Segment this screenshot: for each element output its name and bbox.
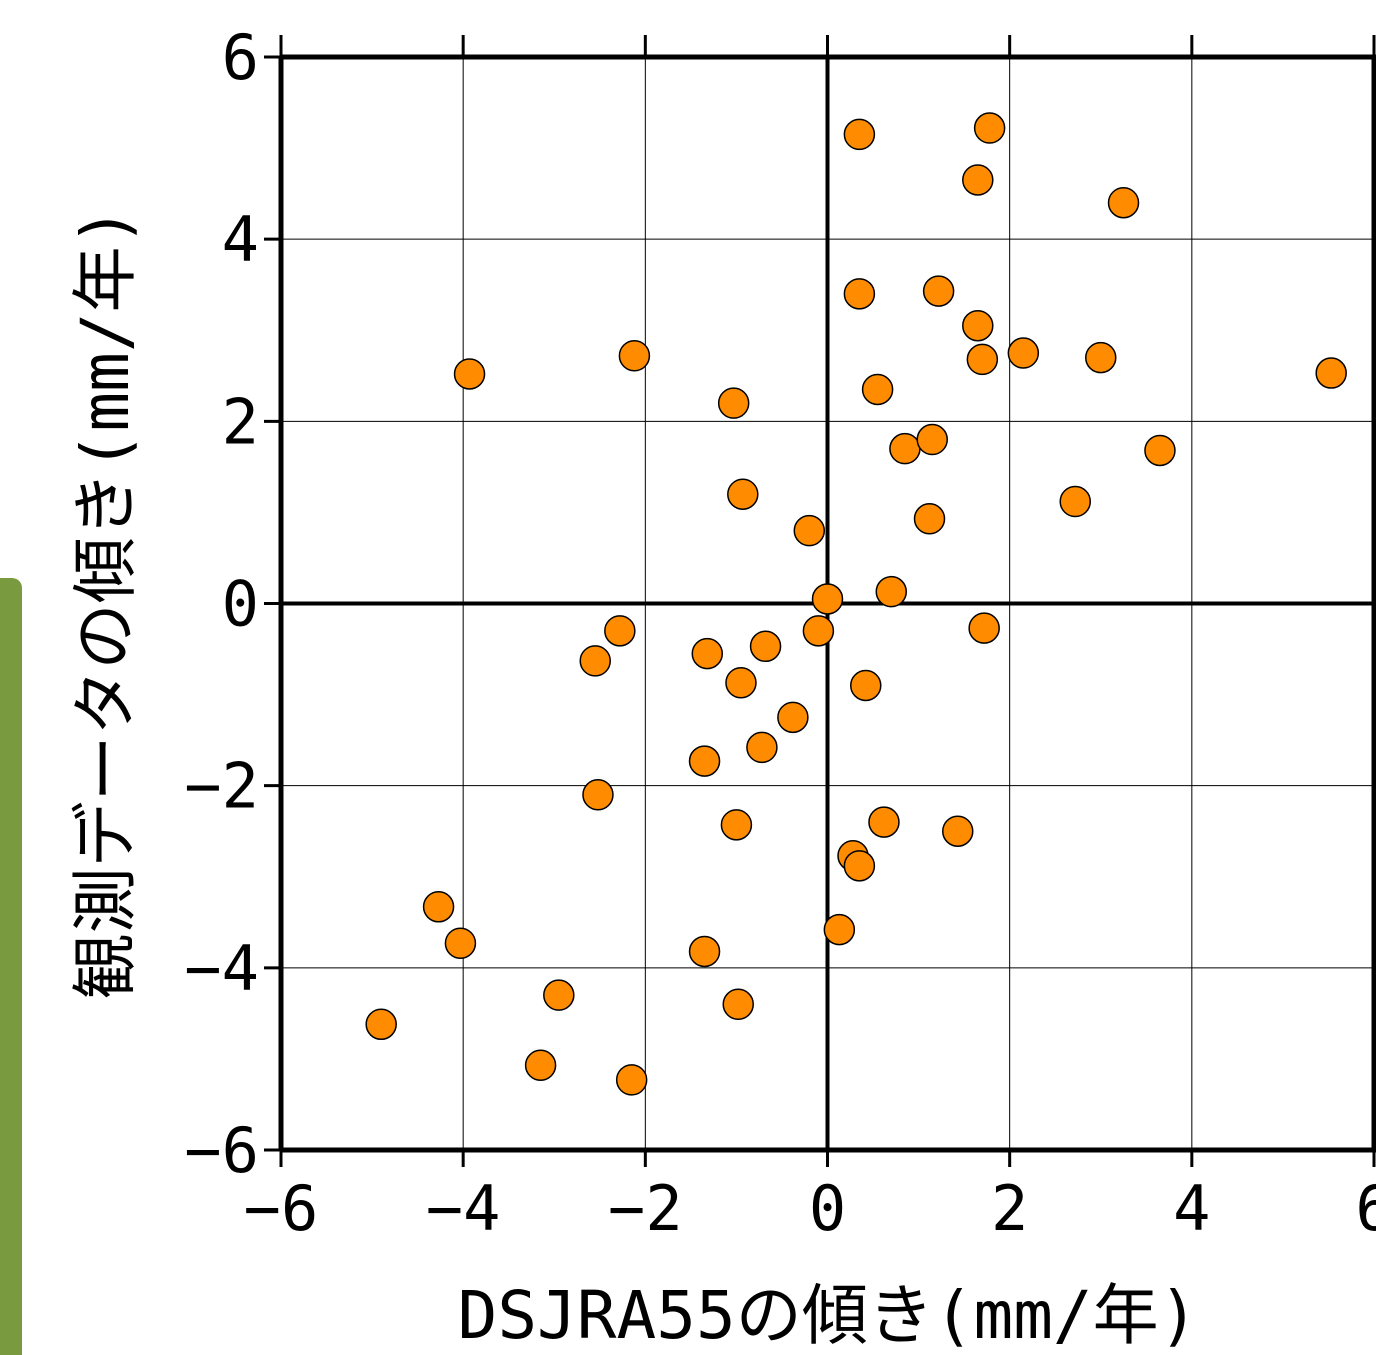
data-point: [1315, 357, 1347, 389]
data-point: [543, 979, 575, 1011]
data-point: [811, 583, 844, 615]
data-point: [691, 637, 724, 670]
data-point: [717, 387, 750, 419]
x-tick-label: 2: [991, 1172, 1028, 1245]
y-tick-label: −2: [184, 750, 259, 823]
data-point: [823, 913, 856, 946]
data-point: [973, 112, 1006, 144]
data-point: [422, 891, 455, 923]
x-tick-label: −4: [426, 1172, 501, 1245]
data-point: [453, 358, 486, 390]
data-point: [746, 731, 778, 764]
x-tick-label: −2: [608, 1172, 683, 1245]
y-axis-title: 観測データの傾き(mm/年): [67, 207, 144, 1000]
data-point: [962, 309, 994, 342]
x-tick-label: 0: [809, 1172, 846, 1245]
data-point: [749, 630, 782, 663]
data-point: [365, 1008, 397, 1041]
data-point: [843, 118, 876, 151]
y-tick-label: 2: [222, 385, 259, 458]
data-point: [582, 779, 614, 811]
data-point: [843, 850, 876, 882]
data-point: [1144, 434, 1176, 467]
data-point: [720, 809, 753, 841]
data-point: [889, 432, 921, 465]
data-point: [725, 666, 757, 699]
data-point: [615, 1064, 648, 1096]
data-point: [722, 988, 754, 1021]
data-point: [579, 645, 611, 677]
y-tick-label: 4: [222, 203, 259, 276]
data-point: [688, 935, 721, 968]
x-tick-label: 6: [1355, 1172, 1376, 1245]
data-point: [916, 423, 948, 456]
data-point: [1085, 341, 1117, 374]
data-point: [618, 340, 651, 372]
data-point: [793, 514, 826, 547]
axis-ticks: [264, 35, 1376, 1167]
x-tick-label: −6: [244, 1172, 319, 1245]
data-point: [850, 669, 882, 702]
data-point: [861, 373, 894, 406]
data-point: [604, 615, 636, 647]
data-point: [962, 164, 994, 196]
data-point: [868, 806, 900, 838]
y-tick-label: 0: [222, 568, 259, 641]
data-point: [444, 927, 477, 959]
x-axis-title: DSJRA55の傾き(mm/年): [458, 1277, 1199, 1354]
data-point: [966, 343, 999, 376]
data-point: [777, 701, 809, 734]
data-point: [1059, 485, 1091, 518]
data-point: [922, 275, 955, 307]
data-point: [941, 815, 974, 847]
y-tick-label: −6: [184, 1114, 259, 1187]
y-tick-label: 6: [222, 21, 259, 94]
tick-labels: −6 −4 −2 0 2 4 6 6 4 2 0 −2 −4 −6: [184, 21, 1376, 1245]
data-point: [802, 615, 835, 647]
data-point: [913, 503, 946, 535]
data-point: [688, 745, 721, 777]
data-point: [843, 278, 876, 310]
data-point: [968, 612, 1000, 644]
data-point: [1107, 186, 1140, 219]
data-point: [727, 478, 759, 510]
data-point: [524, 1049, 557, 1082]
data-points: [365, 112, 1347, 1096]
side-accent-bar: [0, 578, 22, 1355]
data-point: [875, 575, 908, 608]
x-tick-label: 4: [1173, 1172, 1210, 1245]
data-point: [1007, 337, 1040, 369]
y-tick-label: −4: [184, 932, 259, 1005]
